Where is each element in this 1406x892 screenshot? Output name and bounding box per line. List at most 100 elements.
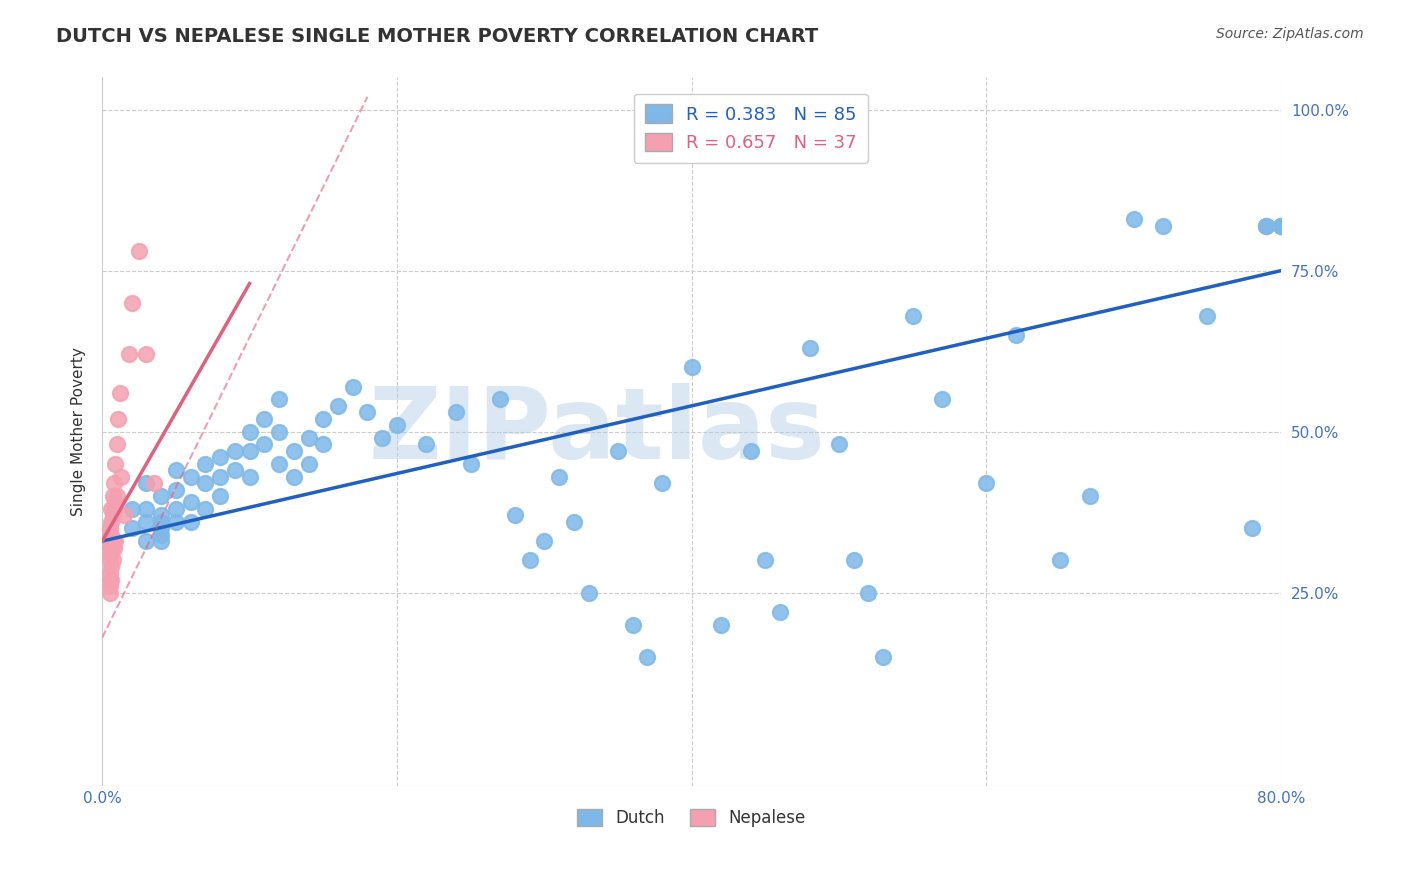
Point (165, 502, 187, 516)
Point (209, 469, 232, 483)
Point (415, 437, 437, 451)
Point (100, 527, 122, 541)
Point (740, 444, 762, 458)
Point (150, 527, 173, 541)
Point (104, 495, 127, 509)
Point (283, 444, 305, 458)
Point (150, 521, 173, 535)
Point (799, 341, 821, 355)
Point (342, 379, 364, 393)
Point (98, 534, 121, 549)
Point (135, 534, 157, 549)
Point (1049, 553, 1071, 567)
Point (194, 476, 217, 491)
Point (283, 469, 305, 483)
Point (121, 502, 143, 516)
Point (371, 431, 394, 445)
Point (104, 534, 127, 549)
Point (519, 553, 541, 567)
Point (267, 392, 290, 407)
Point (1256, 219, 1278, 233)
Point (326, 399, 349, 413)
Point (104, 457, 127, 471)
Point (112, 508, 135, 523)
Point (842, 553, 865, 567)
Point (150, 489, 173, 503)
Legend: Dutch, Nepalese: Dutch, Nepalese (571, 803, 813, 834)
Point (165, 463, 187, 477)
Text: ZIPatlas: ZIPatlas (368, 383, 825, 480)
Point (621, 617, 644, 632)
Point (385, 418, 408, 433)
Point (754, 553, 776, 567)
Point (135, 476, 157, 491)
Point (489, 392, 512, 407)
Point (101, 489, 124, 503)
Point (828, 437, 851, 451)
Point (1256, 219, 1278, 233)
Point (180, 469, 202, 483)
Point (135, 502, 157, 516)
Point (121, 295, 143, 310)
Point (901, 309, 924, 323)
Point (607, 444, 630, 458)
Point (297, 457, 319, 471)
Point (100, 502, 122, 516)
Y-axis label: Single Mother Poverty: Single Mother Poverty (72, 347, 86, 516)
Point (209, 450, 232, 465)
Point (503, 508, 526, 523)
Point (1078, 489, 1101, 503)
Point (165, 483, 187, 497)
Point (224, 463, 246, 477)
Point (121, 521, 143, 535)
Point (98, 547, 121, 561)
Point (110, 469, 132, 483)
Point (444, 405, 467, 419)
Point (356, 405, 378, 419)
Point (180, 495, 202, 509)
Point (98, 573, 121, 587)
Point (1005, 328, 1028, 343)
Point (101, 508, 124, 523)
Point (165, 515, 187, 529)
Point (253, 437, 276, 451)
Point (103, 476, 125, 491)
Point (101, 534, 124, 549)
Point (710, 617, 733, 632)
Point (562, 515, 585, 529)
Text: DUTCH VS NEPALESE SINGLE MOTHER POVERTY CORRELATION CHART: DUTCH VS NEPALESE SINGLE MOTHER POVERTY … (56, 27, 818, 45)
Point (312, 437, 335, 451)
Point (297, 431, 319, 445)
Point (651, 476, 673, 491)
Point (150, 515, 173, 529)
Point (105, 437, 128, 451)
Point (98, 579, 121, 593)
Point (100, 559, 122, 574)
Point (98, 566, 121, 581)
Point (239, 469, 262, 483)
Point (548, 469, 571, 483)
Point (1270, 219, 1292, 233)
Point (100, 541, 122, 555)
Point (101, 553, 124, 567)
Point (103, 541, 125, 555)
Point (108, 386, 131, 401)
Point (253, 411, 276, 425)
Point (142, 476, 165, 491)
Point (100, 573, 122, 587)
Point (460, 457, 482, 471)
Point (135, 515, 157, 529)
Point (1152, 219, 1174, 233)
Point (267, 457, 290, 471)
Point (1122, 212, 1144, 227)
Point (267, 425, 290, 439)
Point (194, 457, 217, 471)
Point (976, 476, 998, 491)
Point (194, 502, 217, 516)
Point (578, 585, 600, 599)
Point (931, 392, 953, 407)
Point (98, 541, 121, 555)
Point (107, 411, 129, 425)
Point (533, 534, 555, 549)
Text: Source: ZipAtlas.com: Source: ZipAtlas.com (1216, 27, 1364, 41)
